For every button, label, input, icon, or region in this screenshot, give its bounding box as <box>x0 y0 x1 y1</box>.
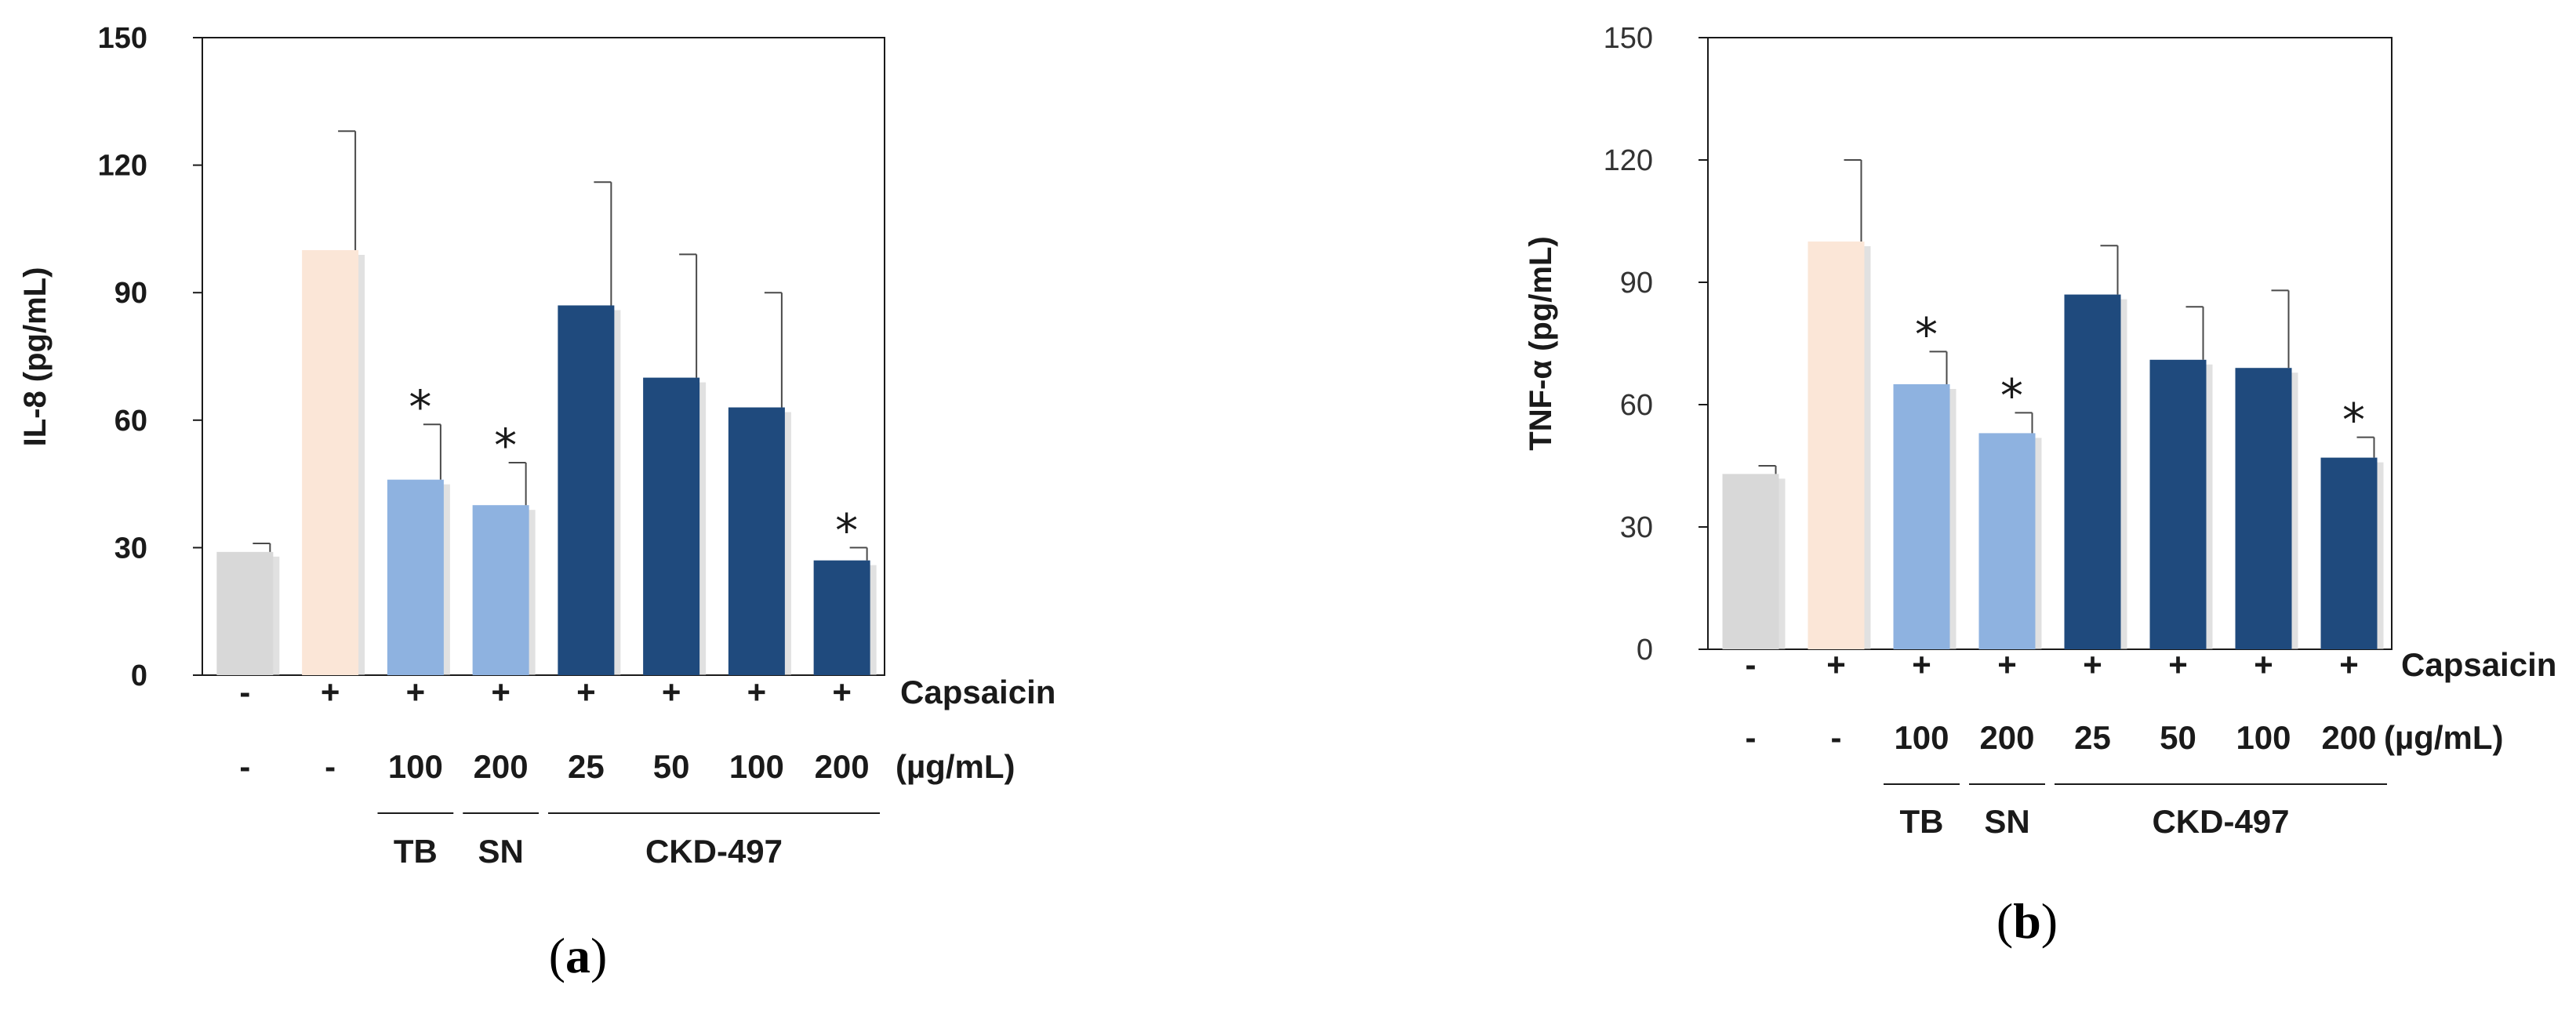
bar <box>2320 457 2378 649</box>
capsaicin-sign: + <box>832 674 852 710</box>
panel-a-il8-chart: 0 30 60 90 120 150 IL-8 (pg/mL) * * * - + + + + + + + Caps… <box>18 22 1055 983</box>
capsaicin-label: Capsaicin <box>900 674 1055 710</box>
bar <box>2235 368 2292 649</box>
significance-star: * <box>835 503 858 557</box>
y-tick-label: 0 <box>1637 634 1653 667</box>
significance-star: * <box>2342 394 2365 447</box>
plot-frame <box>202 37 885 676</box>
group-label: TB <box>1900 803 1944 840</box>
y-tick-label: 120 <box>98 150 147 183</box>
dose-label: - <box>1831 719 1842 756</box>
plot-frame <box>1707 37 2393 650</box>
panel-b-tnf-chart: 0 30 60 90 120 150 TNF-α (pg/mL) * * * - + + + + + + + Cap… <box>1524 22 2556 949</box>
dose-label: 200 <box>2321 719 2376 756</box>
dose-unit-label: (µg/mL) <box>896 748 1016 785</box>
y-axis-title: IL-8 (pg/mL) <box>18 267 53 447</box>
capsaicin-sign: + <box>747 674 767 710</box>
dose-unit-label: (µg/mL) <box>2384 719 2504 756</box>
bar <box>1978 433 2036 649</box>
dose-label: 50 <box>2160 719 2196 756</box>
capsaicin-sign: - <box>239 674 250 710</box>
bar <box>2064 294 2121 649</box>
capsaicin-sign: + <box>662 674 681 710</box>
capsaicin-sign: + <box>2168 646 2188 683</box>
group-label: CKD-497 <box>2152 803 2289 840</box>
bar <box>387 479 444 675</box>
capsaicin-sign: + <box>576 674 596 710</box>
y-tick-label: 30 <box>114 532 147 565</box>
group-label: SN <box>478 833 523 870</box>
bar <box>472 505 529 675</box>
capsaicin-sign: - <box>1746 646 1757 683</box>
bar <box>813 560 870 675</box>
bar <box>1893 384 1950 649</box>
y-tick-label: 60 <box>114 405 147 438</box>
bar <box>1808 242 1865 649</box>
y-tick-label: 150 <box>1604 22 1653 55</box>
group-label: SN <box>1984 803 2029 840</box>
bar <box>216 551 274 675</box>
capsaicin-sign: + <box>1997 646 2017 683</box>
dose-label: - <box>239 748 250 785</box>
bar <box>302 250 359 675</box>
y-axis-title: TNF-α (pg/mL) <box>1524 236 1558 450</box>
dose-label: 200 <box>1979 719 2034 756</box>
dose-label: 100 <box>388 748 443 785</box>
significance-star: * <box>2000 369 2023 422</box>
bar <box>643 377 700 675</box>
y-tick-label: 120 <box>1604 144 1653 177</box>
capsaicin-sign: + <box>321 674 340 710</box>
capsaicin-sign: + <box>1912 646 1931 683</box>
dose-label: 100 <box>729 748 784 785</box>
y-tick-label: 150 <box>98 22 147 55</box>
capsaicin-sign: + <box>2254 646 2273 683</box>
capsaicin-label: Capsaicin <box>2401 646 2556 683</box>
y-tick-label: 90 <box>114 277 147 310</box>
significance-star: * <box>1915 307 1938 361</box>
significance-star: * <box>494 419 517 472</box>
panel-label: (a) <box>549 928 608 983</box>
bar <box>728 407 785 675</box>
significance-star: * <box>409 380 431 434</box>
dose-label: - <box>325 748 336 785</box>
y-tick-label: 0 <box>131 659 147 692</box>
bar <box>1722 474 1779 649</box>
bar <box>2149 359 2207 649</box>
capsaicin-sign: + <box>2083 646 2102 683</box>
dose-label: - <box>1746 719 1757 756</box>
y-tick-label: 60 <box>1620 389 1653 422</box>
dose-label: 100 <box>2236 719 2291 756</box>
capsaicin-sign: + <box>491 674 510 710</box>
y-tick-label: 90 <box>1620 267 1653 300</box>
dose-label: 25 <box>568 748 605 785</box>
bar <box>558 305 615 675</box>
dose-label: 200 <box>815 748 870 785</box>
dose-label: 200 <box>474 748 529 785</box>
group-label: TB <box>394 833 438 870</box>
dose-label: 100 <box>1894 719 1949 756</box>
y-tick-label: 30 <box>1620 511 1653 544</box>
panel-label: (b) <box>1996 893 2058 949</box>
group-label: CKD-497 <box>645 833 783 870</box>
dose-label: 25 <box>2074 719 2111 756</box>
capsaicin-sign: + <box>2339 646 2359 683</box>
capsaicin-sign: + <box>1826 646 1846 683</box>
capsaicin-sign: + <box>406 674 426 710</box>
dose-label: 50 <box>653 748 690 785</box>
